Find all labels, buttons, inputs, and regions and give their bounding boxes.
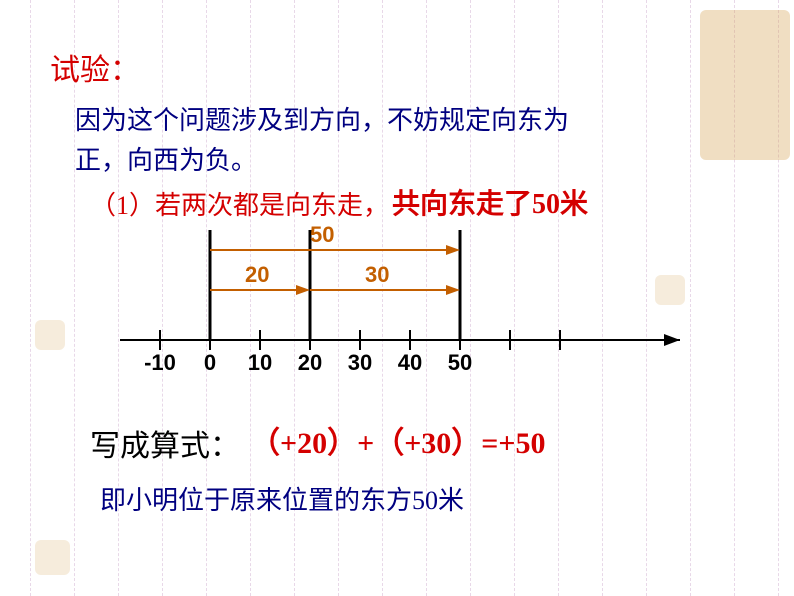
tick-label: -10 xyxy=(144,350,176,376)
equation-value: （+20）+（+30）=+50 xyxy=(250,418,545,462)
equation-label: 写成算式： xyxy=(90,421,240,465)
tick-label: 20 xyxy=(298,350,322,376)
body-text-line2: 正，向西为负。 xyxy=(75,140,257,177)
tick-label: 0 xyxy=(204,350,216,376)
tick-label: 50 xyxy=(448,350,472,376)
arrow-label: 20 xyxy=(245,262,269,288)
tick-label: 30 xyxy=(348,350,372,376)
case-prefix: （1）若两次都是向东走， xyxy=(90,185,389,222)
tick-label: 10 xyxy=(248,350,272,376)
slide-content: 试验： 因为这个问题涉及到方向，不妨规定向东为 正，向西为负。 （1）若两次都是… xyxy=(0,0,794,596)
number-line-diagram: -10 0 10 20 30 40 50 50 20 30 xyxy=(100,220,720,380)
case-result: 共向东走了50米 xyxy=(392,182,588,222)
body-text-line1: 因为这个问题涉及到方向，不妨规定向东为 xyxy=(75,100,569,137)
conclusion-text: 即小明位于原来位置的东方50米 xyxy=(100,480,464,517)
tick-label: 40 xyxy=(398,350,422,376)
section-title: 试验： xyxy=(50,45,140,89)
arrow-label: 50 xyxy=(310,222,334,248)
arrow-label: 30 xyxy=(365,262,389,288)
